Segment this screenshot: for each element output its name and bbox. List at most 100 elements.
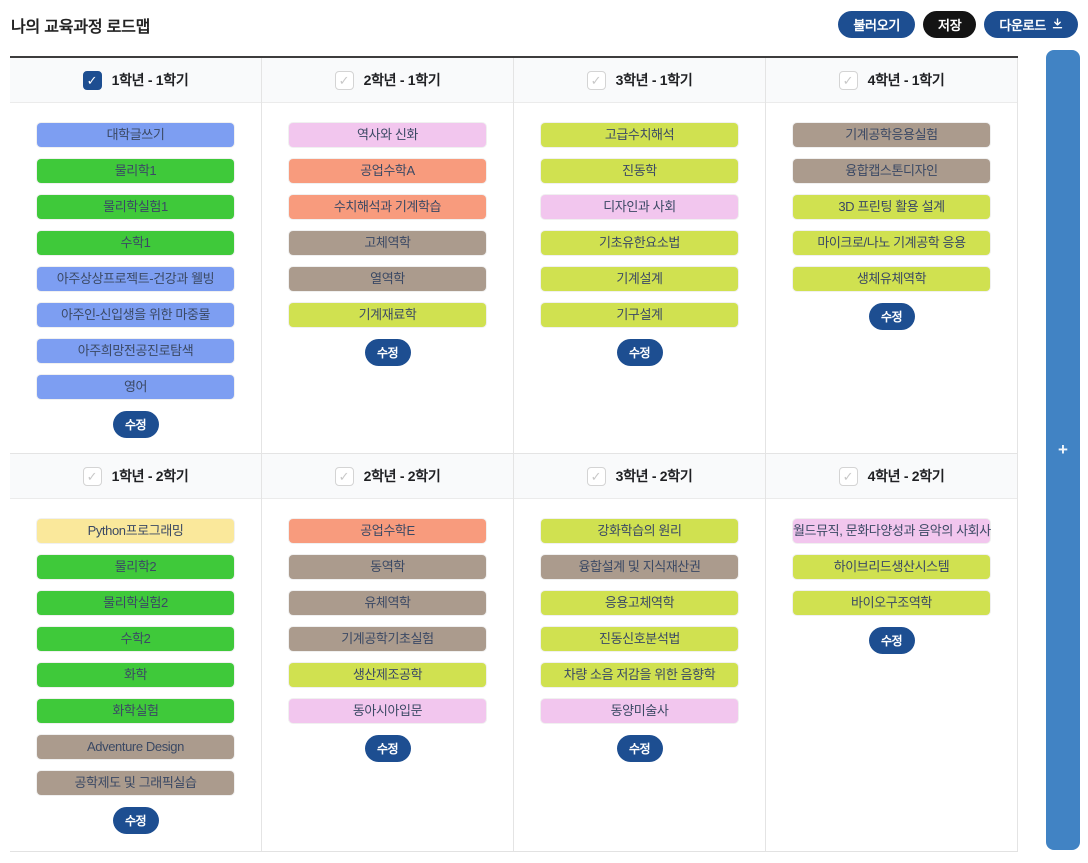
add-semester-bar[interactable]: + xyxy=(1046,50,1080,850)
semester-label: 3학년 - 2학기 xyxy=(615,468,693,484)
course-chip[interactable]: 동양미술사 xyxy=(541,699,738,723)
save-button[interactable]: 저장 xyxy=(923,11,977,38)
course-chip[interactable]: 기계재료학 xyxy=(289,303,486,327)
course-chip[interactable]: 아주인-신입생을 위한 마중물 xyxy=(37,303,234,327)
course-chip[interactable]: 기계공학기초실험 xyxy=(289,627,486,651)
semester-checkbox[interactable]: ✓ xyxy=(586,70,606,90)
semester-label: 2학년 - 2학기 xyxy=(363,468,441,484)
semester-checkbox[interactable]: ✓ xyxy=(334,70,354,90)
semester-header: ✓ 3학년 - 2학기 xyxy=(514,454,765,499)
check-icon: ✓ xyxy=(338,468,350,484)
course-chip[interactable]: 영어 xyxy=(37,375,234,399)
semester-checkbox[interactable]: ✓ xyxy=(838,70,858,90)
course-chip[interactable]: 고급수치해석 xyxy=(541,123,738,147)
course-chip[interactable]: 동아시아입문 xyxy=(289,699,486,723)
course-chip[interactable]: 물리학실험1 xyxy=(37,195,234,219)
course-chip[interactable]: 기초유한요소법 xyxy=(541,231,738,255)
course-chip[interactable]: 마이크로/나노 기계공학 응용 xyxy=(793,231,990,255)
course-chip[interactable]: Adventure Design xyxy=(37,735,234,759)
course-chip[interactable]: 진동신호분석법 xyxy=(541,627,738,651)
edit-button[interactable]: 수정 xyxy=(868,303,915,330)
course-chip[interactable]: 차량 소음 저감을 위한 음향학 xyxy=(541,663,738,687)
course-chip[interactable]: 물리학2 xyxy=(37,555,234,579)
course-chip[interactable]: 유체역학 xyxy=(289,591,486,615)
check-icon: ✓ xyxy=(86,468,98,484)
check-icon: ✓ xyxy=(842,72,854,88)
course-chip[interactable]: Python프로그래밍 xyxy=(37,519,234,543)
course-chip[interactable]: 화학 xyxy=(37,663,234,687)
course-chip[interactable]: 바이오구조역학 xyxy=(793,591,990,615)
course-chip[interactable]: 동역학 xyxy=(289,555,486,579)
check-icon: ✓ xyxy=(590,72,602,88)
edit-button[interactable]: 수정 xyxy=(364,735,411,762)
semester-checkbox[interactable]: ✓ xyxy=(334,466,354,486)
edit-button[interactable]: 수정 xyxy=(112,807,159,834)
course-chip[interactable]: 강화학습의 원리 xyxy=(541,519,738,543)
course-chip[interactable]: 아주상상프로젝트-건강과 웰빙 xyxy=(37,267,234,291)
semester-checkbox[interactable]: ✓ xyxy=(586,466,606,486)
edit-button[interactable]: 수정 xyxy=(868,627,915,654)
course-chip[interactable]: 화학실험 xyxy=(37,699,234,723)
check-icon: ✓ xyxy=(842,468,854,484)
plus-icon: + xyxy=(1058,440,1068,459)
course-chip[interactable]: 공학제도 및 그래픽실습 xyxy=(37,771,234,795)
course-chip[interactable]: 물리학1 xyxy=(37,159,234,183)
semester-header: ✓ 1학년 - 2학기 xyxy=(10,454,261,499)
course-chip[interactable]: 생체유체역학 xyxy=(793,267,990,291)
edit-button[interactable]: 수정 xyxy=(616,339,663,366)
course-chip[interactable]: 물리학실험2 xyxy=(37,591,234,615)
download-icon xyxy=(1052,17,1063,32)
course-chip[interactable]: 3D 프린팅 활용 설계 xyxy=(793,195,990,219)
course-chip[interactable]: 공업수학E xyxy=(289,519,486,543)
edit-button[interactable]: 수정 xyxy=(112,411,159,438)
edit-button[interactable]: 수정 xyxy=(616,735,663,762)
course-chip[interactable]: 대학글쓰기 xyxy=(37,123,234,147)
course-chip[interactable]: 월드뮤직, 문화다양성과 음악의 사회사 xyxy=(793,519,991,543)
course-chip[interactable]: 진동학 xyxy=(541,159,738,183)
course-chip[interactable]: 융합설계 및 지식재산권 xyxy=(541,555,738,579)
course-chip[interactable]: 수학1 xyxy=(37,231,234,255)
course-chip[interactable]: 공업수학A xyxy=(289,159,486,183)
edit-button[interactable]: 수정 xyxy=(364,339,411,366)
course-chip[interactable]: 열역학 xyxy=(289,267,486,291)
course-chip[interactable]: 고체역학 xyxy=(289,231,486,255)
course-chip[interactable]: 기계공학응용실험 xyxy=(793,123,990,147)
course-chip[interactable]: 생산제조공학 xyxy=(289,663,486,687)
course-chip[interactable]: 수학2 xyxy=(37,627,234,651)
semester-checkbox[interactable]: ✓ xyxy=(838,466,858,486)
course-chip[interactable]: 디자인과 사회 xyxy=(541,195,738,219)
check-icon: ✓ xyxy=(590,468,602,484)
semester-header: ✓ 1학년 - 1학기 xyxy=(10,58,261,103)
course-chip[interactable]: 기계설계 xyxy=(541,267,738,291)
course-chip[interactable]: 역사와 신화 xyxy=(289,123,486,147)
course-chip[interactable]: 응용고체역학 xyxy=(541,591,738,615)
load-button[interactable]: 불러오기 xyxy=(838,11,916,38)
check-icon: ✓ xyxy=(338,72,350,88)
course-chip[interactable]: 수치해석과 기계학습 xyxy=(289,195,486,219)
semester-header: ✓ 4학년 - 2학기 xyxy=(766,454,1017,499)
semester-checkbox[interactable]: ✓ xyxy=(82,466,102,486)
semester-checkbox[interactable]: ✓ xyxy=(82,70,102,90)
download-button[interactable]: 다운로드 xyxy=(984,11,1078,38)
course-chip[interactable]: 아주희망전공진로탐색 xyxy=(37,339,234,363)
semester-header: ✓ 3학년 - 1학기 xyxy=(514,58,765,103)
semester-header: ✓ 4학년 - 1학기 xyxy=(766,58,1017,103)
semester-section: ✓ 2학년 - 1학기 역사와 신화 공업수학A 수치해석과 기계학습 고체역학 열역학… xyxy=(262,58,514,453)
course-chip[interactable]: 융합캡스톤디자인 xyxy=(793,159,990,183)
course-chip[interactable]: 하이브리드생산시스템 xyxy=(793,555,990,579)
course-chip[interactable]: 기구설계 xyxy=(541,303,738,327)
